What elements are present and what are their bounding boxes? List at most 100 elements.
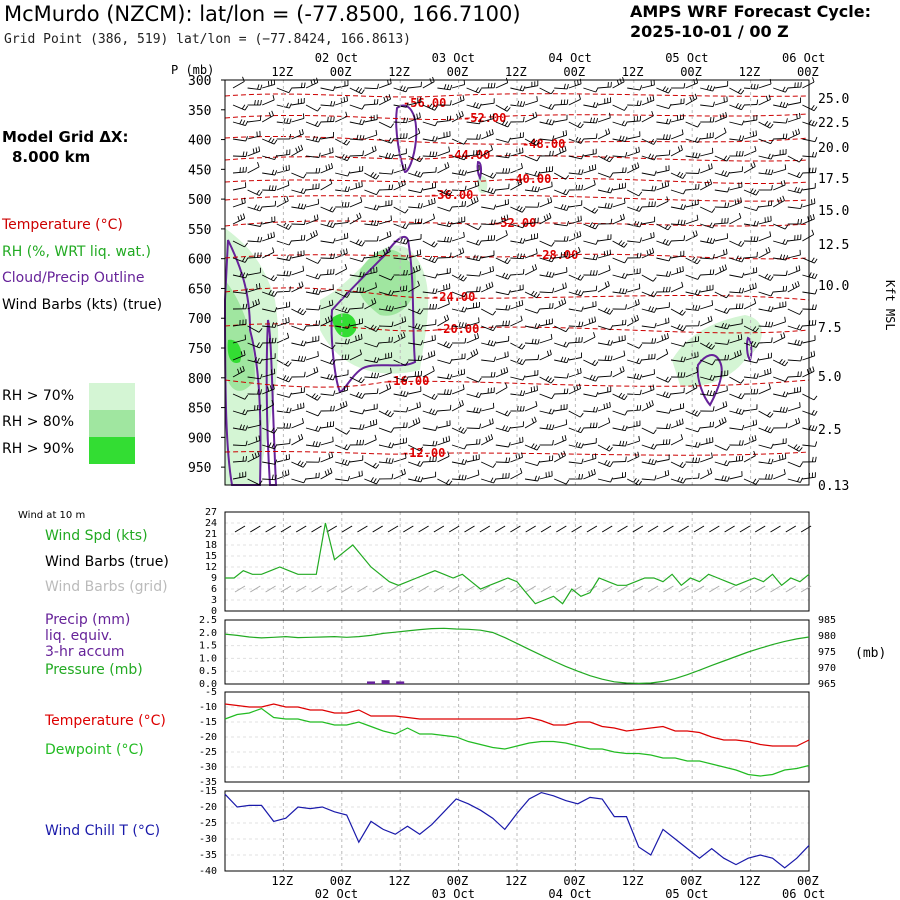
wind-barb-flag [417, 308, 421, 314]
wind-barb [378, 235, 392, 242]
wind-barb-flag [244, 242, 248, 248]
wind-barb [656, 274, 670, 277]
wind-barb-flag [705, 342, 710, 347]
wind-barb-flag [416, 402, 419, 408]
wind-barb-flag [463, 231, 465, 238]
wind-barb-flag [464, 459, 467, 465]
wind-barb [641, 358, 655, 361]
wind-barb-flag [325, 165, 328, 171]
wind-barb [612, 187, 626, 191]
wind-barb-flag [797, 128, 801, 134]
wind-barb-flag [694, 352, 696, 358]
height-axis-label: Kft MSL [883, 280, 897, 331]
wind-barb-flag [609, 325, 614, 331]
wind-barb-flag [620, 214, 623, 221]
height-tick-label: 10.0 [818, 279, 849, 294]
wind-barb-flag [738, 287, 742, 293]
wind-barb-flag [317, 351, 319, 357]
wind-barb [262, 205, 276, 208]
wind-barb [407, 132, 421, 140]
label-temperature: Temperature (°C) [45, 713, 166, 729]
wind-barb-flag [285, 376, 290, 381]
wind-barb [597, 325, 611, 331]
wind-barb-flag [708, 164, 710, 170]
wind-barb [554, 408, 568, 412]
wind-barb-flag [313, 215, 316, 221]
wind-barb-flag [391, 473, 394, 479]
label-wind-chill: Wind Chill T (°C) [45, 823, 161, 839]
wind-barb [714, 325, 728, 330]
wind-barb-flag [566, 342, 570, 348]
wind-barb-flag [536, 385, 538, 391]
wind-barb-flag [581, 321, 584, 327]
wind-barb-flag [639, 206, 643, 212]
wind-barb [437, 120, 451, 123]
wind-barb-flag [753, 373, 756, 379]
wind-barb-flag [530, 138, 535, 143]
wind-barb-flag [239, 424, 243, 430]
true-wind-barb [234, 525, 246, 533]
wind-barb [437, 287, 451, 293]
wind-barb [349, 87, 362, 95]
wind-barb-flag [622, 288, 625, 294]
wind-barb-flag [666, 333, 669, 339]
wind-barb [641, 478, 655, 481]
wind-barb-flag [302, 462, 307, 468]
legend-temperature: Temperature (°C) [2, 217, 123, 233]
wind-barb-flag [388, 153, 392, 159]
wind-barb-flag [404, 163, 407, 170]
wind-barb-flag [782, 102, 786, 108]
wind-barb-flag [639, 222, 643, 228]
wind-barb [554, 103, 568, 106]
wind-barb-flag [534, 264, 538, 270]
wind-barb-flag [680, 477, 684, 483]
wind-barb-flag [707, 469, 710, 475]
height-tick-label: 20.0 [818, 141, 849, 156]
wind-barb-flag [765, 168, 768, 175]
wind-barb-flag [580, 443, 584, 449]
wind-barb [656, 393, 669, 399]
wind-speed-line [225, 522, 810, 605]
wind-barb-flag [502, 425, 506, 431]
wind-barb-flag [476, 332, 480, 339]
wind-barb [320, 183, 333, 191]
wind-barb-flag [756, 358, 760, 364]
wind-barb [276, 306, 290, 310]
grid-wind-barb [617, 585, 628, 593]
wind-barb-flag [589, 422, 592, 428]
wind-barb [714, 155, 727, 162]
wind-barb-flag [477, 225, 482, 230]
wind-barb-flag [769, 368, 772, 374]
wind-barb [320, 342, 333, 350]
wind-barb [743, 119, 757, 123]
wind-barb-flag [723, 97, 725, 103]
wind-barb-flag [767, 306, 771, 312]
wind-barb-flag [650, 154, 654, 160]
wind-barb [714, 291, 727, 299]
wind-barb-flag [358, 212, 362, 218]
wind-barb [568, 172, 582, 175]
wind-barb-flag [272, 247, 275, 253]
wind-barb-flag [358, 377, 363, 382]
wind-barb-flag [736, 350, 739, 357]
wind-barb-flag [464, 201, 466, 207]
wind-barb-flag [504, 352, 506, 358]
wind-barb [495, 325, 509, 327]
wind-barb [583, 206, 596, 214]
wind-barb [802, 81, 815, 89]
wind-barb-flag [755, 327, 759, 333]
wind-barb-flag [648, 153, 652, 159]
wind-barb-flag [329, 358, 333, 364]
wind-barb-flag [755, 419, 758, 425]
wind-barb [700, 240, 714, 244]
wind-barb-flag [634, 163, 637, 169]
wind-barb-flag [811, 151, 815, 158]
wind-barb-flag [492, 173, 497, 179]
wind-barb-flag [712, 223, 716, 229]
wind-barb-flag [506, 107, 511, 112]
wind-barb-flag [461, 169, 464, 175]
grid-wind-barb [663, 585, 674, 593]
wind-barb-flag [459, 248, 462, 254]
label-3hr-accum: 3-hr accum [45, 644, 125, 660]
wind-barb [276, 223, 289, 230]
